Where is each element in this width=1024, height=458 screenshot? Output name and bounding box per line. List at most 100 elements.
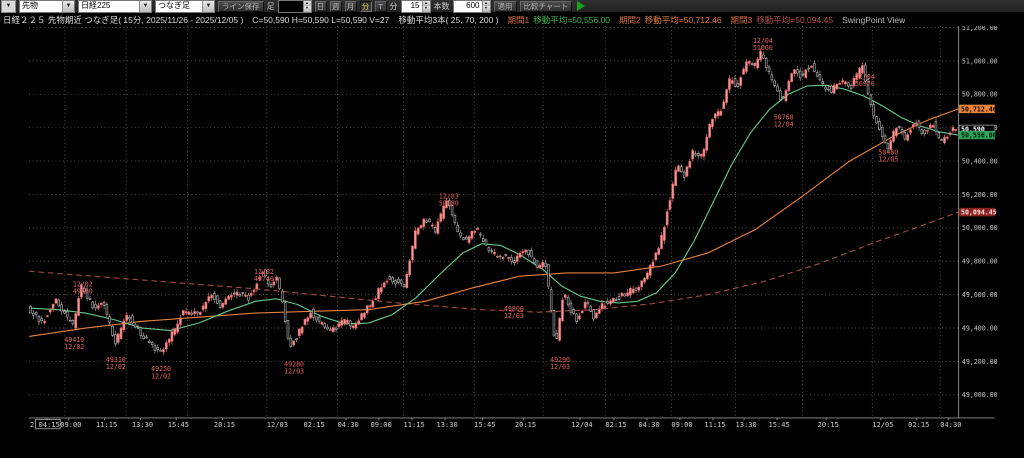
swing-label: 49800 12/03	[504, 305, 524, 320]
price-axis-tag: 50,094.45	[959, 207, 997, 216]
svg-text:09:00: 09:00	[371, 420, 392, 429]
price-axis-tag: 50,556.00	[959, 130, 997, 139]
swing-label: 12/02 49650	[73, 280, 93, 295]
svg-text:09:00: 09:00	[671, 420, 692, 429]
svg-text:15:45: 15:45	[168, 420, 189, 429]
svg-text:04:15: 04:15	[38, 420, 59, 429]
svg-text:50,400.00: 50,400.00	[962, 157, 998, 165]
chevron-down-icon: ▼	[5, 3, 12, 9]
bar-style-select[interactable]: つなぎ足 ▼	[155, 0, 215, 13]
bar-type-label: 足	[266, 1, 275, 11]
swing-label: 50480 12/05	[878, 148, 898, 163]
bar-count-label: 本数	[433, 1, 450, 11]
svg-text:15:45: 15:45	[769, 420, 790, 429]
ma25-line	[29, 84, 959, 332]
svg-text:20:15: 20:15	[515, 420, 536, 429]
ma1-value: 移動平均=50,556.00	[533, 14, 611, 25]
svg-text:50,800.00: 50,800.00	[962, 91, 998, 99]
svg-text:13:30: 13:30	[437, 420, 458, 429]
ma2-readout: 期間2 移動平均=50,712.46	[619, 14, 722, 26]
svg-text:02:15: 02:15	[605, 420, 626, 429]
ma2-period-label: 期間2	[619, 14, 641, 25]
svg-text:04:30: 04:30	[338, 420, 359, 429]
minute-label: 分	[389, 1, 398, 11]
bar-style-select-value: つなぎ足	[158, 0, 190, 10]
chart-info-bar: 日経２２５ 先物期近 つなぎ足( 15分, 2025/11/26 - 2025/…	[0, 13, 1024, 26]
bar-style-select-button[interactable]: ▼	[202, 0, 214, 12]
swing-label: 49250 12/02	[151, 365, 171, 380]
ma2-value: 移動平均=50,712.46	[644, 14, 722, 25]
spinner-icon[interactable]: ▲ ▼	[481, 0, 490, 12]
period-month-button[interactable]: 月	[344, 0, 357, 12]
symbol-select-value: 日経225	[81, 0, 111, 10]
swing-label: 49310 12/02	[106, 356, 126, 371]
svg-text:13:30: 13:30	[132, 420, 153, 429]
ma-config-label: 移動平均3本( 25, 70, 200 )	[398, 14, 499, 25]
ma70-line	[28, 108, 959, 337]
apply-button[interactable]: 適用	[493, 0, 517, 12]
chart-title: 日経２２５ 先物期近 つなぎ足( 15分, 2025/11/26 - 2025/…	[3, 14, 244, 25]
svg-text:11:15: 11:15	[704, 420, 725, 429]
svg-text:50,590: 50,590	[961, 126, 985, 134]
bar-type-input-value	[279, 1, 303, 12]
ma1-period-label: 期間1	[507, 14, 530, 25]
period-week-button[interactable]: 週	[329, 0, 342, 12]
svg-text:04:30: 04:30	[940, 420, 961, 429]
svg-text:20:15: 20:15	[214, 420, 235, 429]
spinner-icon[interactable]: ▲ ▼	[421, 0, 430, 12]
swing-label: 49280 12/03	[284, 361, 304, 376]
bar-count-input[interactable]: 600 ▲ ▼	[452, 0, 491, 13]
price-chart[interactable]: 12/02 49650 49410 12/02 49310 12/02 49250 12/02…	[0, 26, 1024, 458]
svg-text:02:15: 02:15	[304, 420, 325, 429]
ma3-period-label: 期間3	[730, 14, 753, 25]
svg-text:51,200.00: 51,200.00	[962, 26, 998, 32]
swing-label: 49290 12/03	[550, 356, 570, 371]
symbol-select[interactable]: 日経225 ▼	[78, 0, 152, 13]
spinner-icon[interactable]: ▲ ▼	[302, 0, 311, 12]
market-select-value: 先物	[22, 0, 38, 10]
swing-label: 12/04 51060	[753, 37, 773, 52]
svg-text:02:15: 02:15	[908, 420, 929, 429]
chevron-down-icon: ▼	[142, 3, 149, 9]
period-tick-button[interactable]: T	[374, 0, 387, 12]
price-axis-tag: 50,712.46	[959, 104, 997, 113]
chevron-down-icon: ▼	[205, 3, 212, 9]
compare-chart-button[interactable]: 比較チャート	[519, 0, 573, 12]
candles-down-layer	[29, 51, 943, 354]
swing-label: 50760 12/04	[774, 113, 794, 128]
svg-text:11:15: 11:15	[96, 420, 117, 429]
ma3-value: 移動平均=50,094.45	[756, 14, 834, 25]
market-select[interactable]: 先物 ▼	[19, 0, 75, 13]
green-flag-icon	[577, 1, 586, 11]
period-day-button[interactable]: 日	[314, 0, 327, 12]
svg-text:51,000.00: 51,000.00	[962, 57, 998, 65]
svg-text:12/04: 12/04	[571, 420, 592, 429]
svg-text:2: 2	[30, 420, 34, 429]
market-select-button[interactable]: ▼	[62, 0, 74, 12]
ma200-line	[29, 211, 959, 313]
save-lines-button[interactable]: ライン保存	[218, 0, 264, 12]
swing-label: 12/02 49740	[254, 268, 274, 283]
svg-text:49,000.00: 49,000.00	[962, 391, 998, 399]
swing-label: 12/03 50180	[439, 193, 459, 208]
svg-text:15:45: 15:45	[474, 420, 495, 429]
bar-type-input[interactable]: ▲ ▼	[277, 0, 312, 13]
preset-combo-button[interactable]: ▼	[1, 0, 16, 13]
candles-up-layer	[43, 48, 958, 356]
swing-labels-layer: 12/02 49650 49410 12/02 49310 12/02 49250 12/02…	[64, 37, 898, 380]
swingpoint-view-label: SwingPoint View	[842, 14, 906, 25]
svg-text:49,600.00: 49,600.00	[962, 291, 998, 299]
grid-layer	[29, 26, 959, 418]
svg-text:50,200.00: 50,200.00	[962, 191, 998, 199]
minute-input-value: 15	[410, 0, 420, 10]
period-minute-button[interactable]: 分	[359, 0, 372, 12]
symbol-select-button[interactable]: ▼	[139, 0, 151, 12]
svg-text:11:15: 11:15	[404, 420, 425, 429]
svg-text:20:15: 20:15	[818, 420, 839, 429]
svg-text:50,000.00: 50,000.00	[962, 224, 998, 232]
svg-text:50,556.00: 50,556.00	[961, 131, 997, 139]
svg-text:49,400.00: 49,400.00	[962, 324, 998, 332]
svg-text:49,200.00: 49,200.00	[962, 358, 998, 366]
minute-input[interactable]: 15 ▲ ▼	[400, 0, 431, 13]
svg-text:04:30: 04:30	[638, 420, 659, 429]
